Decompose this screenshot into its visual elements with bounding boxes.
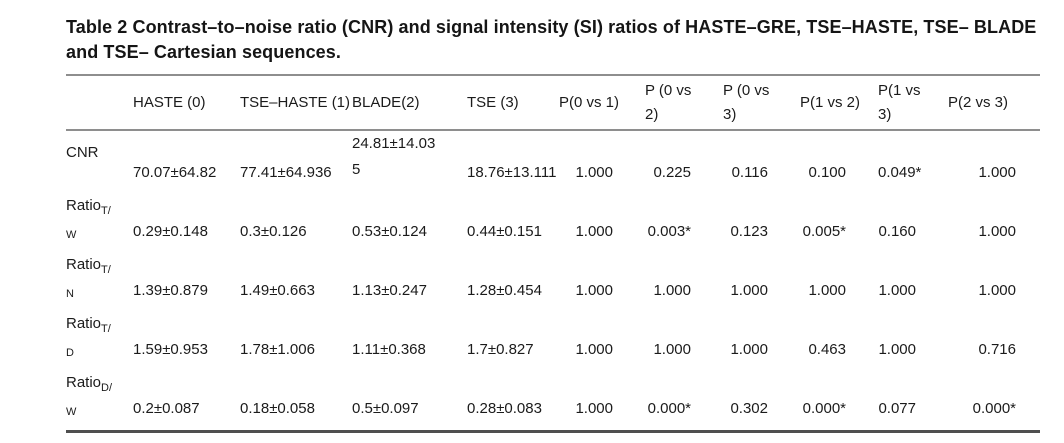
column-header-blade: BLADE(2) bbox=[352, 93, 420, 111]
p-value-cell: 1.000 bbox=[878, 282, 916, 299]
value-cell: 1.28±0.454 bbox=[467, 282, 542, 299]
table-row-ratio-tw: RatioT/ W 0.29±0.148 0.3±0.126 0.53±0.12… bbox=[66, 194, 1040, 253]
row-label: RatioT/ D bbox=[66, 315, 111, 359]
p-value-cell: 0.716 bbox=[978, 341, 1016, 358]
p-value-cell: 1.000 bbox=[978, 164, 1016, 181]
column-header-p2v3: P(2 vs 3) bbox=[948, 93, 1009, 111]
value-cell: 0.28±0.083 bbox=[467, 400, 542, 417]
column-header-p0v3: P (0 vs 3) bbox=[723, 81, 770, 123]
value-cell: 77.41±64.936 bbox=[240, 164, 332, 181]
column-header-p1v3: P(1 vs 3) bbox=[878, 81, 921, 123]
p-value-cell: 0.077 bbox=[878, 400, 916, 417]
value-cell: 1.11±0.368 bbox=[352, 341, 426, 358]
p-value-cell: 0.123 bbox=[730, 223, 768, 240]
row-label: RatioT/ W bbox=[66, 197, 111, 241]
p-value-cell: 1.000 bbox=[878, 341, 916, 358]
row-label: RatioT/ N bbox=[66, 256, 111, 300]
column-header-p1v2: P(1 vs 2) bbox=[800, 93, 861, 111]
p-value-cell: 0.049* bbox=[878, 164, 922, 181]
p-value-cell: 1.000 bbox=[978, 223, 1016, 240]
column-header-tse-haste: TSE–HASTE (1) bbox=[240, 93, 351, 111]
table-row-ratio-dw: RatioD/ W 0.2±0.087 0.18±0.058 0.5±0.097… bbox=[66, 371, 1040, 432]
p-value-cell: 1.000 bbox=[575, 341, 613, 358]
row-label: RatioD/ W bbox=[66, 374, 113, 418]
table-caption: Table 2 Contrast–to–noise ratio (CNR) an… bbox=[66, 17, 1037, 62]
p-value-cell: 0.003* bbox=[647, 223, 691, 240]
header-row: HASTE (0) TSE–HASTE (1) BLADE(2) TSE (3)… bbox=[66, 75, 1040, 130]
p-value-cell: 0.000* bbox=[972, 400, 1016, 417]
p-value-cell: 1.000 bbox=[653, 282, 691, 299]
column-header-p0v2: P (0 vs 2) bbox=[645, 81, 692, 123]
p-value-cell: 0.000* bbox=[802, 400, 846, 417]
value-cell: 18.76±13.111 bbox=[467, 164, 557, 181]
p-value-cell: 0.005* bbox=[802, 223, 846, 240]
p-value-cell: 1.000 bbox=[978, 282, 1016, 299]
p-value-cell: 0.463 bbox=[808, 341, 846, 358]
p-value-cell: 1.000 bbox=[575, 164, 613, 181]
value-cell: 24.81±14.035 bbox=[352, 135, 436, 178]
p-value-cell: 1.000 bbox=[653, 341, 691, 358]
value-cell: 0.2±0.087 bbox=[133, 400, 200, 417]
value-cell: 70.07±64.82 bbox=[133, 164, 217, 181]
value-cell: 0.53±0.124 bbox=[352, 223, 427, 240]
p-value-cell: 1.000 bbox=[730, 282, 768, 299]
p-value-cell: 1.000 bbox=[575, 400, 613, 417]
p-value-cell: 0.000* bbox=[647, 400, 691, 417]
p-value-cell: 1.000 bbox=[575, 282, 613, 299]
p-value-cell: 1.000 bbox=[575, 223, 613, 240]
value-cell: 1.39±0.879 bbox=[133, 282, 208, 299]
column-header-tse: TSE (3) bbox=[467, 93, 519, 111]
table-row-ratio-td: RatioT/ D 1.59±0.953 1.78±1.006 1.11±0.3… bbox=[66, 312, 1040, 371]
stub-header bbox=[66, 75, 133, 130]
column-header-haste: HASTE (0) bbox=[133, 93, 206, 111]
column-header-p0v1: P(0 vs 1) bbox=[559, 93, 620, 111]
p-value-cell: 0.225 bbox=[653, 164, 691, 181]
table-row-ratio-tn: RatioT/ N 1.39±0.879 1.49±0.663 1.13±0.2… bbox=[66, 253, 1040, 312]
value-cell: 1.78±1.006 bbox=[240, 341, 315, 358]
row-label: CNR bbox=[66, 144, 99, 161]
value-cell: 1.7±0.827 bbox=[467, 341, 534, 358]
value-cell: 0.3±0.126 bbox=[240, 223, 307, 240]
p-value-cell: 0.116 bbox=[731, 164, 768, 181]
value-cell: 0.29±0.148 bbox=[133, 223, 208, 240]
value-cell: 0.44±0.151 bbox=[467, 223, 542, 240]
p-value-cell: 1.000 bbox=[808, 282, 846, 299]
value-cell: 0.5±0.097 bbox=[352, 400, 419, 417]
p-value-cell: 0.100 bbox=[808, 164, 846, 181]
results-table: HASTE (0) TSE–HASTE (1) BLADE(2) TSE (3)… bbox=[66, 74, 1040, 433]
table-row-cnr: CNR 70.07±64.82 77.41±64.936 24.81±14.03… bbox=[66, 130, 1040, 194]
value-cell: 0.18±0.058 bbox=[240, 400, 315, 417]
value-cell: 1.49±0.663 bbox=[240, 282, 315, 299]
value-cell: 1.59±0.953 bbox=[133, 341, 208, 358]
p-value-cell: 0.160 bbox=[878, 223, 916, 240]
p-value-cell: 0.302 bbox=[730, 400, 768, 417]
value-cell: 1.13±0.247 bbox=[352, 282, 427, 299]
p-value-cell: 1.000 bbox=[730, 341, 768, 358]
